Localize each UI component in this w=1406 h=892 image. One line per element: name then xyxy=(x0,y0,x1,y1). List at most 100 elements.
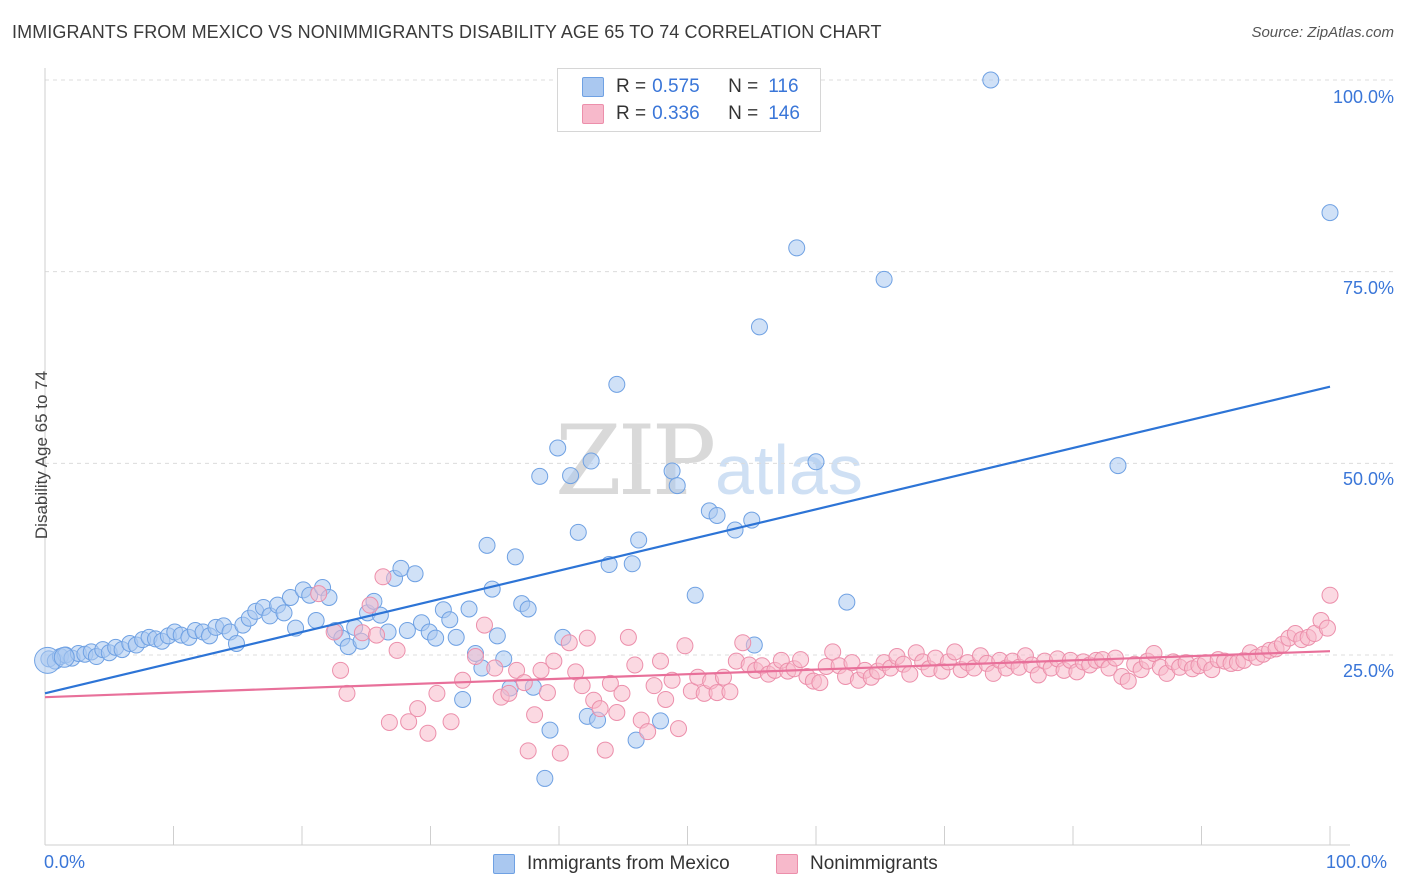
source-note: Source: ZipAtlas.com xyxy=(1251,24,1394,41)
bottom-legend-item-mexico[interactable]: Immigrants from Mexico xyxy=(493,852,730,876)
point-nonimmigrant xyxy=(310,585,328,603)
point-nonimmigrant xyxy=(596,741,614,759)
point-mexico xyxy=(488,627,506,645)
point-nonimmigrant xyxy=(419,724,437,742)
point-nonimmigrant xyxy=(591,700,609,718)
point-nonimmigrant xyxy=(475,616,493,634)
point-nonimmigrant xyxy=(652,652,670,670)
point-nonimmigrant xyxy=(466,648,484,666)
point-nonimmigrant xyxy=(538,684,556,702)
point-nonimmigrant xyxy=(567,663,585,681)
watermark-atlas: atlas xyxy=(715,431,863,509)
point-mexico xyxy=(460,600,478,618)
point-mexico xyxy=(623,555,641,573)
watermark-zip: ZIP xyxy=(555,405,716,517)
point-mexico xyxy=(392,559,410,577)
point-mexico xyxy=(53,646,75,668)
y-tick-label-25: 25.0% xyxy=(1342,661,1394,681)
trendline-nonimmigrants xyxy=(44,650,1331,699)
point-nonimmigrant xyxy=(551,744,569,762)
point-nonimmigrant xyxy=(721,683,739,701)
point-nonimmigrant xyxy=(663,671,681,689)
point-nonimmigrant xyxy=(500,684,518,702)
point-mexico xyxy=(875,270,893,288)
point-mexico xyxy=(406,565,424,583)
point-mexico xyxy=(627,731,645,749)
y-axis-label: Disability Age 65 to 74 xyxy=(32,370,51,540)
x-tick-label-max: 100.0% xyxy=(1326,852,1388,872)
point-mexico xyxy=(807,453,825,471)
legend-n-label: N = xyxy=(728,76,759,97)
point-nonimmigrant xyxy=(626,656,644,674)
point-nonimmigrant xyxy=(515,674,533,692)
point-nonimmigrant xyxy=(670,720,688,738)
legend-row-nonimmigrants: R = 0.336 N = 146 xyxy=(582,102,800,126)
point-mexico xyxy=(307,612,325,629)
point-mexico xyxy=(750,318,768,336)
point-nonimmigrant xyxy=(639,723,657,741)
legend-swatch-mexico xyxy=(582,77,604,97)
point-mexico xyxy=(441,611,459,629)
legend-row-mexico: R = 0.575 N = 116 xyxy=(582,75,799,99)
point-nonimmigrant xyxy=(380,713,398,731)
y-tick-label-100: 100.0% xyxy=(1332,87,1394,107)
point-nonimmigrant xyxy=(332,661,350,679)
point-nonimmigrant xyxy=(1318,619,1336,637)
point-nonimmigrant xyxy=(454,671,472,689)
legend-r-value: 0.575 xyxy=(652,76,700,97)
point-nonimmigrant xyxy=(353,624,371,642)
point-nonimmigrant xyxy=(545,652,563,670)
point-nonimmigrant xyxy=(608,704,626,721)
point-nonimmigrant xyxy=(734,634,752,652)
point-mexico xyxy=(275,604,293,622)
legend-n-value: 116 xyxy=(768,76,799,97)
point-nonimmigrant xyxy=(374,568,392,586)
point-nonimmigrant xyxy=(946,643,964,661)
point-mexico xyxy=(608,375,626,393)
point-nonimmigrant xyxy=(601,674,619,692)
correlation-legend: R = 0.575 N = 116 R = 0.336 N = 146 xyxy=(557,68,821,132)
bottom-legend-label-mexico: Immigrants from Mexico xyxy=(527,853,730,874)
point-mexico xyxy=(427,629,445,647)
legend-r-label: R = xyxy=(616,103,647,124)
point-mexico xyxy=(982,71,1000,89)
legend-r-label: R = xyxy=(616,76,647,97)
point-mexico xyxy=(788,239,806,257)
point-mexico xyxy=(531,467,549,485)
point-mexico xyxy=(569,523,587,541)
point-mexico xyxy=(652,712,670,730)
point-nonimmigrant xyxy=(657,690,675,708)
point-nonimmigrant xyxy=(901,665,919,683)
point-nonimmigrant xyxy=(338,684,356,702)
point-nonimmigrant xyxy=(573,677,591,695)
point-nonimmigrant xyxy=(843,654,861,672)
point-mexico xyxy=(454,690,472,708)
point-nonimmigrant xyxy=(428,684,446,702)
point-nonimmigrant xyxy=(388,641,406,659)
point-nonimmigrant xyxy=(442,713,460,731)
point-nonimmigrant xyxy=(613,684,631,702)
point-mexico xyxy=(708,506,726,524)
point-mexico xyxy=(630,531,648,549)
point-nonimmigrant xyxy=(560,634,578,652)
point-mexico xyxy=(541,721,559,739)
point-nonimmigrant xyxy=(811,674,829,692)
point-mexico xyxy=(447,628,465,646)
point-mexico xyxy=(506,548,524,566)
point-nonimmigrant xyxy=(361,596,379,614)
point-mexico xyxy=(838,593,856,611)
point-mexico xyxy=(562,467,580,485)
point-mexico xyxy=(398,621,416,639)
chart-title: IMMIGRANTS FROM MEXICO VS NONIMMIGRANTS … xyxy=(12,22,882,42)
point-nonimmigrant xyxy=(409,700,427,718)
point-mexico xyxy=(1321,204,1339,222)
point-nonimmigrant xyxy=(578,629,596,647)
point-nonimmigrant xyxy=(619,628,637,646)
point-nonimmigrant xyxy=(519,742,537,760)
legend-n-value: 146 xyxy=(768,103,800,124)
legend-n-label: N = xyxy=(728,103,759,124)
bottom-legend-item-nonimmigrants[interactable]: Nonimmigrants xyxy=(776,852,938,876)
point-mexico xyxy=(549,439,567,457)
point-nonimmigrant xyxy=(400,713,418,731)
